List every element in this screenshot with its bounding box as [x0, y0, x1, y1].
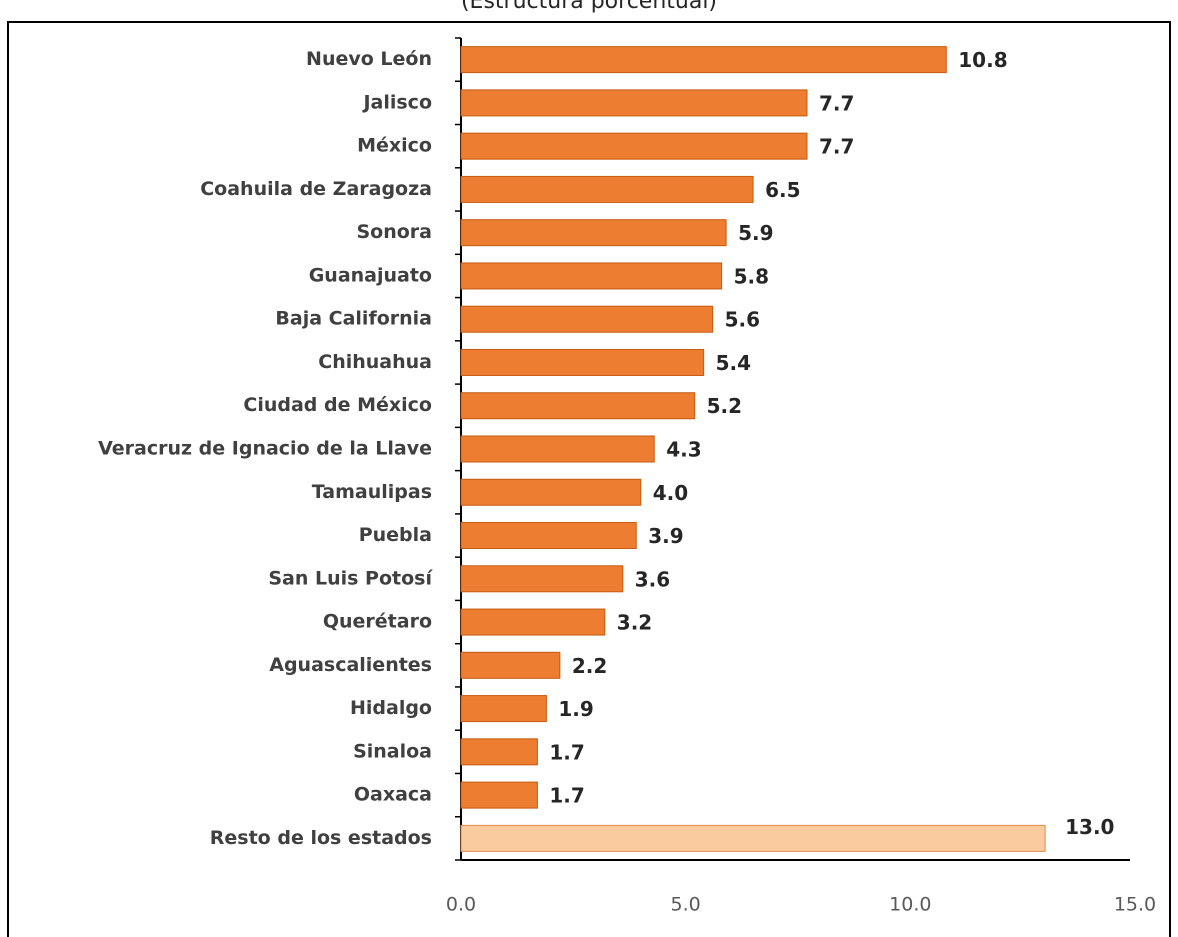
- chart-subtitle: (Estructura porcentual): [461, 0, 717, 14]
- y-tick-label: Resto de los estados: [210, 827, 432, 849]
- y-tick-label: Nuevo León: [306, 48, 432, 70]
- bar: [460, 392, 696, 420]
- x-tick-label: 10.0: [889, 894, 931, 916]
- value-label: 5.4: [716, 351, 751, 375]
- y-tick-label: Tamaulipas: [312, 481, 432, 503]
- bar: [460, 565, 624, 593]
- y-tick-label: San Luis Potosí: [268, 567, 433, 589]
- value-label: 7.7: [819, 135, 854, 159]
- y-tick-label: Coahuila de Zaragoza: [200, 178, 432, 200]
- value-label: 4.0: [653, 481, 688, 505]
- bar: [460, 89, 808, 117]
- value-label: 1.7: [549, 784, 584, 808]
- value-label: 5.8: [734, 264, 769, 288]
- x-tick-label: 0.0: [446, 894, 476, 916]
- y-tick-label: Oaxaca: [354, 784, 432, 806]
- x-tick-label: 5.0: [671, 894, 701, 916]
- title-mask: [350, 0, 830, 21]
- value-label: 7.7: [819, 91, 854, 115]
- value-label: 3.9: [648, 524, 683, 548]
- value-label: 3.6: [635, 567, 670, 591]
- frame: [7, 21, 1171, 937]
- value-label: 13.0: [1065, 815, 1114, 839]
- bar: [460, 824, 1046, 852]
- bar: [460, 262, 723, 290]
- bar: [460, 781, 538, 809]
- value-label: 10.8: [958, 48, 1007, 72]
- bar: [460, 132, 808, 160]
- y-tick-label: Chihuahua: [318, 351, 432, 373]
- bar: [460, 522, 637, 550]
- y-tick-label: Guanajuato: [309, 264, 432, 286]
- value-label: 5.9: [738, 221, 773, 245]
- bar: [460, 608, 606, 636]
- value-label: 5.2: [707, 394, 742, 418]
- bar: [460, 305, 714, 333]
- value-label: 6.5: [765, 178, 800, 202]
- y-tick-label: Hidalgo: [350, 697, 432, 719]
- y-tick-label: Sinaloa: [353, 740, 432, 762]
- y-tick-label: Jalisco: [361, 91, 432, 113]
- x-tick-label: 15.0: [1114, 894, 1156, 916]
- bar: [460, 175, 754, 203]
- bar: [460, 219, 727, 247]
- value-label: 4.3: [666, 438, 701, 462]
- value-label: 1.9: [558, 697, 593, 721]
- bar: [460, 348, 705, 376]
- bar: [460, 435, 655, 463]
- value-label: 2.2: [572, 654, 607, 678]
- bar: [460, 695, 547, 723]
- y-tick-label: México: [357, 135, 432, 157]
- bar: [460, 651, 561, 679]
- y-tick-label: Baja California: [275, 308, 432, 330]
- y-tick-label: Veracruz de Ignacio de la Llave: [98, 438, 432, 460]
- y-tick-label: Ciudad de México: [243, 394, 432, 416]
- y-tick-label: Aguascalientes: [269, 654, 432, 676]
- value-label: 5.6: [725, 308, 760, 332]
- bar: [460, 478, 642, 506]
- value-label: 1.7: [549, 740, 584, 764]
- value-label: 3.2: [617, 611, 652, 635]
- y-tick-label: Puebla: [359, 524, 432, 546]
- y-tick-label: Querétaro: [323, 611, 432, 633]
- y-tick-label: Sonora: [356, 221, 432, 243]
- bar: [460, 46, 947, 74]
- bar: [460, 738, 538, 766]
